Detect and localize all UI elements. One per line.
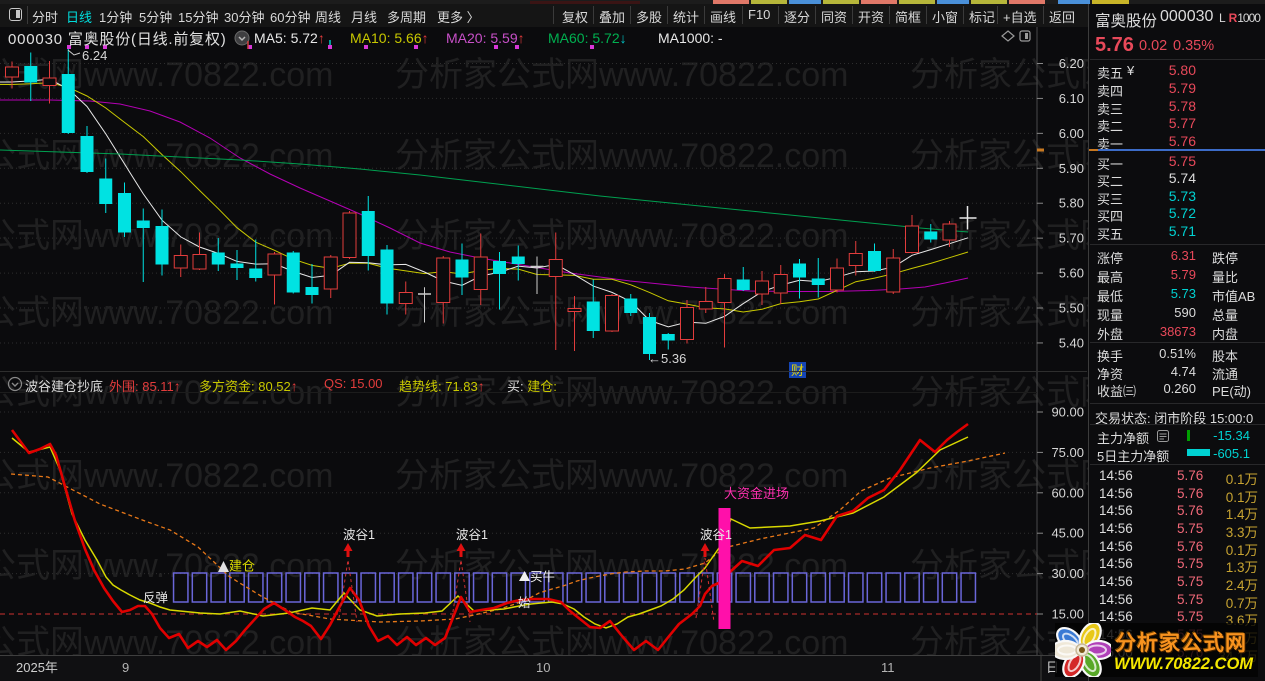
- svg-text:5.70: 5.70: [1059, 231, 1084, 246]
- svg-text:分析家公式网www.70822.com: 分析家公式网www.70822.com: [395, 547, 848, 585]
- svg-text:6.00: 6.00: [1059, 126, 1084, 141]
- svg-text:11: 11: [881, 660, 895, 675]
- svg-text:分析家公式网www.70822.com: 分析家公式网www.70822.com: [395, 294, 848, 332]
- svg-text:始: 始: [518, 596, 531, 610]
- svg-text:45.00: 45.00: [1051, 526, 1084, 541]
- svg-text:2025年: 2025年: [16, 660, 58, 675]
- svg-text:分析家公式网www.70822.com: 分析家公式网www.70822.com: [395, 457, 848, 495]
- svg-text:分析家公式网www.70822.com: 分析家公式网www.70822.com: [910, 294, 1088, 332]
- svg-text:分析家公式网www.70822.com: 分析家公式网www.70822.com: [0, 56, 333, 94]
- svg-text:大资金进场: 大资金进场: [724, 486, 789, 501]
- svg-text:分析家公式网www.70822.com: 分析家公式网www.70822.com: [910, 457, 1088, 495]
- svg-text:9: 9: [122, 660, 129, 675]
- svg-text:财: 财: [791, 363, 804, 378]
- svg-text:75.00: 75.00: [1051, 445, 1084, 460]
- svg-text:买牛: 买牛: [530, 569, 555, 584]
- svg-text:90.00: 90.00: [1051, 405, 1084, 420]
- svg-text:反弹: 反弹: [143, 591, 168, 605]
- svg-text:30.00: 30.00: [1051, 566, 1084, 581]
- svg-text:分析家公式网www.70822.com: 分析家公式网www.70822.com: [910, 217, 1088, 255]
- svg-text:60.00: 60.00: [1051, 485, 1084, 500]
- svg-text:5.40: 5.40: [1059, 335, 1084, 350]
- svg-text:分析家公式网www.70822.com: 分析家公式网www.70822.com: [910, 137, 1088, 175]
- svg-text:波谷1: 波谷1: [343, 528, 375, 542]
- svg-text:分析家公式网www.70822.com: 分析家公式网www.70822.com: [395, 56, 848, 94]
- svg-text:15.00: 15.00: [1051, 607, 1084, 622]
- svg-text:5.90: 5.90: [1059, 161, 1084, 176]
- svg-text:5.50: 5.50: [1059, 301, 1084, 316]
- svg-text:6.10: 6.10: [1059, 91, 1084, 106]
- svg-text:分析家公式网www.70822.com: 分析家公式网www.70822.com: [395, 137, 848, 175]
- svg-text:波谷1: 波谷1: [456, 528, 488, 542]
- svg-text:分析家公式网www.70822.com: 分析家公式网www.70822.com: [910, 547, 1088, 585]
- svg-text:分析家公式网www.70822.com: 分析家公式网www.70822.com: [395, 217, 848, 255]
- svg-text:6.20: 6.20: [1059, 56, 1084, 71]
- svg-text:5.60: 5.60: [1059, 266, 1084, 281]
- svg-text:分析家公式网www.70822.com: 分析家公式网www.70822.com: [910, 56, 1088, 94]
- svg-text:←5.36: ←5.36: [648, 351, 686, 366]
- svg-text:分析家公式网www.70822.com: 分析家公式网www.70822.com: [0, 457, 333, 495]
- svg-text:建仓: 建仓: [229, 559, 255, 574]
- svg-text:分析家公式网www.70822.com: 分析家公式网www.70822.com: [0, 547, 333, 585]
- svg-text:5.80: 5.80: [1059, 196, 1084, 211]
- svg-text:波谷1: 波谷1: [700, 528, 732, 542]
- svg-text:10: 10: [536, 660, 550, 675]
- svg-text:6.24: 6.24: [82, 48, 107, 63]
- svg-text:分析家公式网www.70822.com: 分析家公式网www.70822.com: [0, 294, 333, 332]
